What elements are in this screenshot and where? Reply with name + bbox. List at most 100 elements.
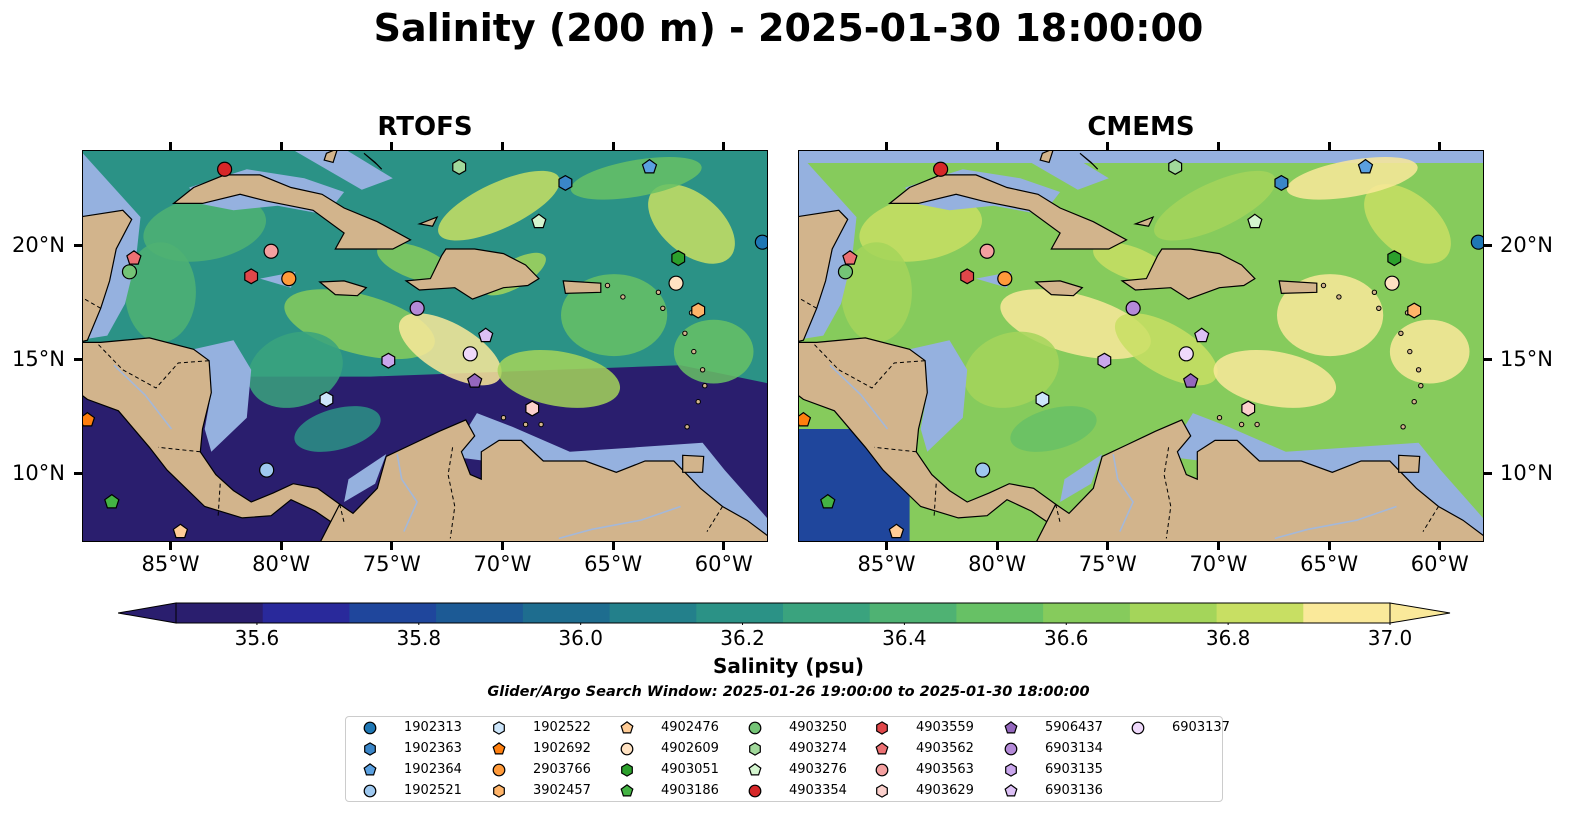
lon-tick — [885, 142, 889, 150]
float-marker-4903250[interactable] — [837, 264, 854, 280]
legend-label: 4903186 — [661, 783, 719, 798]
float-marker-4903563[interactable] — [979, 243, 995, 259]
lon-tick — [995, 542, 999, 550]
float-marker-1902363[interactable] — [558, 174, 573, 191]
lon-label: 75°W — [1078, 552, 1137, 576]
float-marker-4903354[interactable] — [217, 161, 233, 177]
pentagon-icon — [1004, 784, 1018, 797]
pentagon-icon — [620, 721, 634, 734]
colorbar-segment — [696, 603, 784, 623]
lon-tick — [500, 542, 504, 550]
float-marker-4903186[interactable] — [820, 493, 836, 509]
lon-tick — [1327, 142, 1331, 150]
circle-icon — [620, 742, 634, 756]
map-panel-rtofs[interactable] — [82, 150, 768, 542]
float-marker-6903136[interactable] — [1194, 327, 1210, 343]
float-marker-1902364[interactable] — [641, 158, 658, 174]
float-marker-1902522[interactable] — [1035, 391, 1050, 408]
float-marker-4903274[interactable] — [452, 158, 467, 175]
lon-tick — [500, 142, 504, 150]
lon-label: 80°W — [968, 552, 1027, 576]
float-marker-4903629[interactable] — [1241, 400, 1256, 417]
float-marker-6903134[interactable] — [1125, 300, 1141, 316]
float-marker-4903563[interactable] — [263, 243, 279, 259]
float-marker-4902609[interactable] — [668, 275, 684, 291]
float-marker-3902457[interactable] — [1407, 302, 1422, 319]
float-marker-4903051[interactable] — [671, 250, 686, 267]
float-marker-4903276[interactable] — [1247, 213, 1263, 229]
lon-tick — [1438, 542, 1442, 550]
pentagon-icon — [1004, 721, 1018, 734]
colorbar — [118, 602, 1451, 625]
float-marker-5906437[interactable] — [466, 373, 483, 388]
legend-item-4903559: 4903559 — [874, 718, 999, 738]
float-marker-4903562[interactable] — [842, 250, 858, 265]
float-marker-4903250[interactable] — [121, 264, 138, 280]
lon-label: 85°W — [857, 552, 916, 576]
float-marker-4903559[interactable] — [960, 268, 975, 285]
colorbar-tick-label: 36.8 — [1205, 626, 1251, 650]
float-marker-1902521[interactable] — [975, 462, 991, 478]
lon-label: 60°W — [1410, 552, 1469, 576]
lon-tick — [885, 542, 889, 550]
lon-tick — [169, 142, 173, 150]
lon-label: 60°W — [694, 552, 753, 576]
float-marker-6903137[interactable] — [1178, 346, 1194, 362]
float-marker-2903766[interactable] — [281, 271, 297, 287]
float-marker-1902692[interactable] — [799, 411, 812, 427]
colorbar-tick-label: 36.0 — [558, 626, 603, 650]
float-marker-4903354[interactable] — [933, 161, 949, 177]
circle-icon — [492, 763, 506, 777]
float-marker-1902521[interactable] — [259, 462, 275, 478]
legend-item-1902364: 1902364 — [362, 760, 487, 780]
float-marker-4903276[interactable] — [531, 213, 547, 229]
float-marker-4903051[interactable] — [1387, 250, 1402, 267]
lon-tick — [279, 142, 283, 150]
float-marker-6903137[interactable] — [462, 346, 478, 362]
lat-tick — [1484, 244, 1492, 248]
figure-title: Salinity (200 m) - 2025-01-30 18:00:00 — [373, 6, 1204, 50]
legend-label: 4903559 — [916, 720, 974, 735]
lat-label-left: 10°N — [12, 460, 65, 485]
float-marker-1902313[interactable] — [1470, 234, 1484, 250]
float-marker-3902457[interactable] — [691, 302, 706, 319]
float-marker-1902692[interactable] — [83, 411, 96, 427]
float-marker-4902609[interactable] — [1384, 275, 1400, 291]
legend-item-4903186: 4903186 — [619, 781, 744, 801]
colorbar-segment — [1043, 603, 1131, 623]
lon-tick — [169, 542, 173, 550]
float-marker-4903186[interactable] — [104, 493, 120, 509]
legend-item-2903766: 2903766 — [491, 760, 616, 780]
legend-label: 4902476 — [661, 720, 719, 735]
float-marker-4903629[interactable] — [525, 400, 540, 417]
lon-tick — [1106, 142, 1110, 150]
float-marker-6903136[interactable] — [478, 327, 494, 343]
legend-label: 5906437 — [1045, 720, 1103, 735]
legend-label: 6903137 — [1172, 720, 1230, 735]
float-marker-4903559[interactable] — [244, 268, 259, 285]
float-marker-6903135[interactable] — [381, 352, 396, 369]
float-marker-5906437[interactable] — [1182, 373, 1199, 388]
lon-tick — [1106, 542, 1110, 550]
float-marker-2903766[interactable] — [997, 271, 1013, 287]
float-marker-1902364[interactable] — [1357, 158, 1374, 174]
lon-tick — [390, 142, 394, 150]
float-marker-4902476[interactable] — [888, 523, 905, 539]
float-marker-4903562[interactable] — [126, 250, 142, 265]
map-panel-cmems[interactable] — [798, 150, 1484, 542]
legend-label: 4903563 — [916, 762, 974, 777]
float-marker-4902476[interactable] — [172, 523, 189, 539]
colorbar-segment — [609, 603, 697, 623]
float-marker-1902363[interactable] — [1274, 174, 1289, 191]
float-marker-1902522[interactable] — [319, 391, 334, 408]
pentagon-icon — [748, 763, 762, 776]
legend-item-4903051: 4903051 — [619, 760, 744, 780]
float-marker-4903274[interactable] — [1168, 158, 1183, 175]
float-marker-6903135[interactable] — [1097, 352, 1112, 369]
colorbar-tick-label: 36.6 — [1044, 626, 1089, 650]
float-marker-1902313[interactable] — [754, 234, 768, 250]
float-marker-6903134[interactable] — [409, 300, 425, 316]
lon-label: 75°W — [362, 552, 421, 576]
lat-label-right: 10°N — [1500, 460, 1553, 485]
circle-icon — [363, 721, 377, 735]
